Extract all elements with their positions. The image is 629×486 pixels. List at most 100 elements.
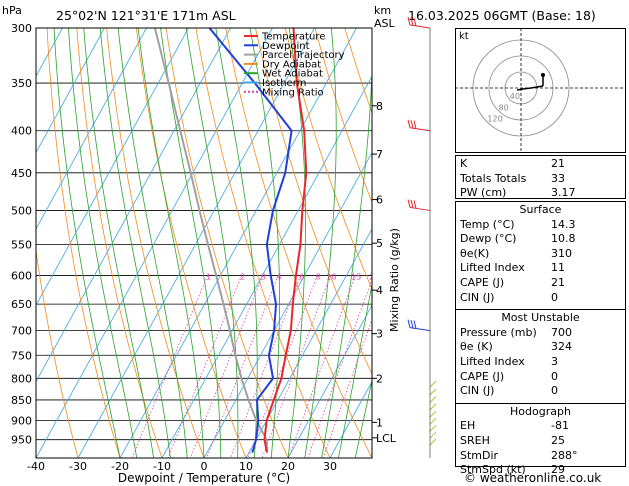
wet-adiabat-line (83, 28, 154, 458)
wind-barb (429, 380, 437, 388)
dry-adiabat-line (46, 28, 121, 458)
pressure-tick-label: 600 (11, 270, 32, 283)
isotherm-line (161, 75, 372, 458)
mixing-ratio-line (261, 275, 331, 458)
wet-adiabat-line (99, 28, 171, 458)
wind-barb-flag (407, 199, 411, 208)
hodograph-table-value: -81 (551, 419, 569, 433)
surface-value: 10.8 (551, 232, 576, 246)
dry-adiabat-line (106, 28, 205, 458)
surface-label: CIN (J) (460, 290, 495, 304)
stability-panel: Surface Temp (°C) 14.3 Dewp (°C) 10.8 θe(K) 3… (455, 201, 626, 476)
surface-row: Temp (°C) 14.3 (456, 218, 625, 233)
altitude-tick-label: 2 (376, 372, 383, 385)
wind-barb (409, 24, 431, 29)
wind-barb-flag (413, 320, 417, 329)
hodograph-section: Hodograph EH -81 SREH 25 StmDir 288° StmSpd (k… (456, 402, 625, 478)
pressure-tick-label: 800 (11, 372, 32, 385)
pressure-tick-label: 450 (11, 167, 32, 180)
run-header: 16.03.2025 06GMT (Base: 18) (408, 8, 596, 23)
mixing-ratio-line (206, 275, 279, 458)
pressure-tick-label: 900 (11, 414, 32, 427)
altitude-tick-label: 4 (376, 284, 383, 297)
surface-label: Dewp (°C) (460, 232, 517, 246)
unstable-row: CIN (J) 0 (456, 384, 625, 399)
hodograph-table-row: StmSpd (kt) 29 (456, 463, 625, 478)
pressure-tick-label: 350 (11, 77, 32, 90)
wind-barb-flag (410, 199, 414, 209)
wind-barb-flag (410, 319, 414, 329)
surface-value: 11 (551, 261, 565, 275)
k-label: K (460, 157, 468, 170)
asl-unit-label: ASL (374, 17, 396, 30)
mixing-ratio-line (322, 318, 372, 458)
copyright-footer: © weatheronline.co.uk (464, 471, 602, 485)
mixing-ratio-label: 2 (240, 273, 245, 282)
dry-adiabat-line (195, 28, 331, 458)
hodograph-ring-label: 120 (487, 115, 502, 124)
wind-barb-flag (410, 120, 414, 129)
wind-barb (429, 403, 437, 411)
wind-barb (409, 127, 431, 132)
isotherm-line (36, 28, 273, 458)
wind-barb (409, 206, 431, 211)
mixing-ratio-label: 15 (351, 273, 361, 282)
wet-adiabat-line (53, 28, 121, 458)
isotherm-line (36, 28, 105, 154)
wet-adiabat-line (304, 28, 337, 458)
hodograph-table-row: StmDir 288° (456, 449, 625, 464)
unstable-label: CIN (J) (460, 384, 495, 398)
wind-barb-flag (413, 120, 417, 129)
wind-barb-flag (413, 200, 417, 209)
pressure-tick-label: 400 (11, 125, 32, 138)
surface-label: CAPE (J) (460, 275, 505, 289)
wind-barb-flag (407, 16, 411, 26)
mixing-ratio-label: 10 (326, 273, 336, 282)
k-value: 21 (551, 157, 565, 170)
wet-adiabat-line (185, 28, 239, 458)
temperature-tick-label: 20 (281, 460, 295, 473)
legend-entry: Dry Adiabat (262, 59, 321, 70)
mixing-ratio-label: 3 (261, 273, 266, 282)
wind-barb-flag (407, 319, 411, 328)
unstable-label: Lifted Index (460, 354, 525, 368)
legend-entry: Mixing Ratio (262, 87, 324, 98)
dry-adiabat-line (76, 28, 163, 458)
wind-barb (429, 410, 437, 418)
mixing-ratio-label: 20 (369, 273, 379, 282)
surface-row: Lifted Index 11 (456, 261, 625, 276)
hodograph-table-label: StmDir (460, 448, 499, 462)
surface-row: CAPE (J) 21 (456, 276, 625, 291)
temperature-tick-label: -40 (27, 460, 45, 473)
dry-adiabat-line (135, 28, 247, 458)
hodograph-table-row: EH -81 (456, 419, 625, 434)
temperature-tick-label: 10 (239, 460, 253, 473)
hodograph-title: Hodograph (510, 404, 571, 418)
wet-adiabat-line (321, 60, 372, 458)
tt-label: Totals Totals (460, 171, 527, 185)
dry-adiabat-line (36, 248, 79, 458)
hodograph-ring-label: 80 (499, 103, 509, 112)
unstable-row: CAPE (J) 0 (456, 370, 625, 385)
isotherm-line (329, 380, 372, 458)
wet-adiabat-line (160, 28, 222, 458)
unstable-value: 0 (551, 384, 558, 398)
unstable-label: Pressure (mb) (460, 325, 537, 339)
surface-value: 21 (551, 275, 565, 289)
dry-adiabat-line (255, 28, 372, 375)
pressure-tick-label: 950 (11, 434, 32, 447)
wet-adiabat-line (215, 28, 258, 458)
mixing-ratio-label: 1 (206, 273, 211, 282)
unstable-label: θe (K) (460, 340, 493, 354)
altitude-tick-label: 1 (376, 416, 383, 429)
temperature-tick-label: 30 (323, 460, 337, 473)
pw-label: PW (cm) (460, 186, 507, 200)
wind-barb-flag (413, 17, 417, 27)
surface-label: θe(K) (460, 246, 490, 260)
unstable-row: Lifted Index 3 (456, 355, 625, 370)
pressure-tick-label: 750 (11, 349, 32, 362)
surface-row: θe(K) 310 (456, 247, 625, 262)
hodograph-table-label: SREH (460, 433, 490, 447)
